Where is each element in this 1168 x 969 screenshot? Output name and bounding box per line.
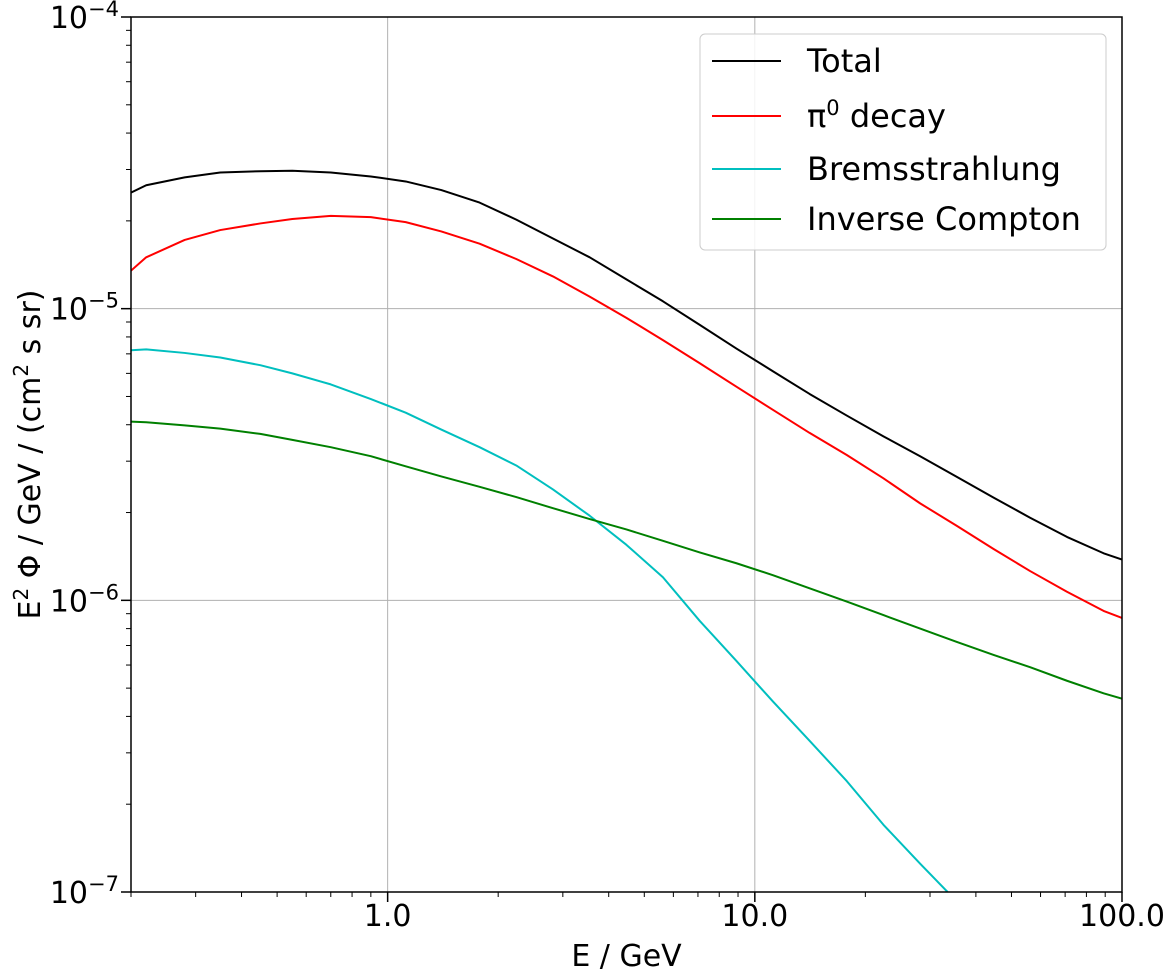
- y-tick-exp: −7: [88, 872, 119, 896]
- y-tick-base: 10: [50, 1, 88, 36]
- x-tick-label: 10.0: [721, 899, 788, 934]
- y-axis-label: E2 Φ / GeV / (cm2 s sr): [9, 290, 48, 620]
- x-tick-label: 1.0: [364, 899, 412, 934]
- y-axis-label-prefix-sup: 2: [9, 588, 33, 601]
- series-line-bremsstrahlung: [131, 348, 949, 892]
- series-line-inverse-compton: [131, 420, 1122, 700]
- y-tick-exp: −4: [88, 0, 119, 21]
- legend-label-sup: 0: [826, 96, 839, 120]
- y-tick-label: 10−5: [50, 289, 119, 328]
- y-axis-label-mid-sup: 2: [9, 364, 33, 377]
- y-tick-label: 10−7: [50, 872, 119, 911]
- legend-label-base: π: [807, 97, 826, 135]
- x-axis-label: E / GeV: [571, 939, 682, 969]
- y-axis-label-suffix: s sr): [13, 290, 48, 364]
- series-line-total: [131, 169, 1122, 561]
- y-tick-base: 10: [50, 584, 88, 619]
- legend-label: Inverse Compton: [807, 200, 1081, 238]
- y-tick-label: 10−6: [50, 580, 119, 619]
- y-tick-exp: −6: [88, 580, 119, 604]
- y-axis-label-mid: Φ / GeV / (cm: [13, 377, 48, 588]
- y-axis-label-prefix: E: [13, 601, 48, 620]
- legend-box: [699, 33, 1107, 251]
- legend-label: Bremsstrahlung: [807, 150, 1061, 188]
- legend-label: π0 decay: [807, 96, 946, 135]
- y-tick-base: 10: [50, 876, 88, 911]
- legend-label: Total: [806, 42, 882, 80]
- y-tick-exp: −5: [88, 289, 119, 313]
- y-tick-base: 10: [50, 293, 88, 328]
- legend-label-rest: decay: [840, 97, 946, 135]
- ticks: [121, 16, 1123, 902]
- legend: Total π0 decay Bremsstrahlung Inverse Compt…: [699, 33, 1107, 251]
- plot-frame: [130, 16, 1123, 893]
- tick-labels: 1.0 10.0 100.010−710−610−510−4: [50, 0, 1165, 934]
- y-tick-label: 10−4: [50, 0, 119, 36]
- series-line--decay: [131, 214, 1122, 619]
- x-tick-label: 100.0: [1079, 899, 1165, 934]
- series-group: [131, 169, 1122, 892]
